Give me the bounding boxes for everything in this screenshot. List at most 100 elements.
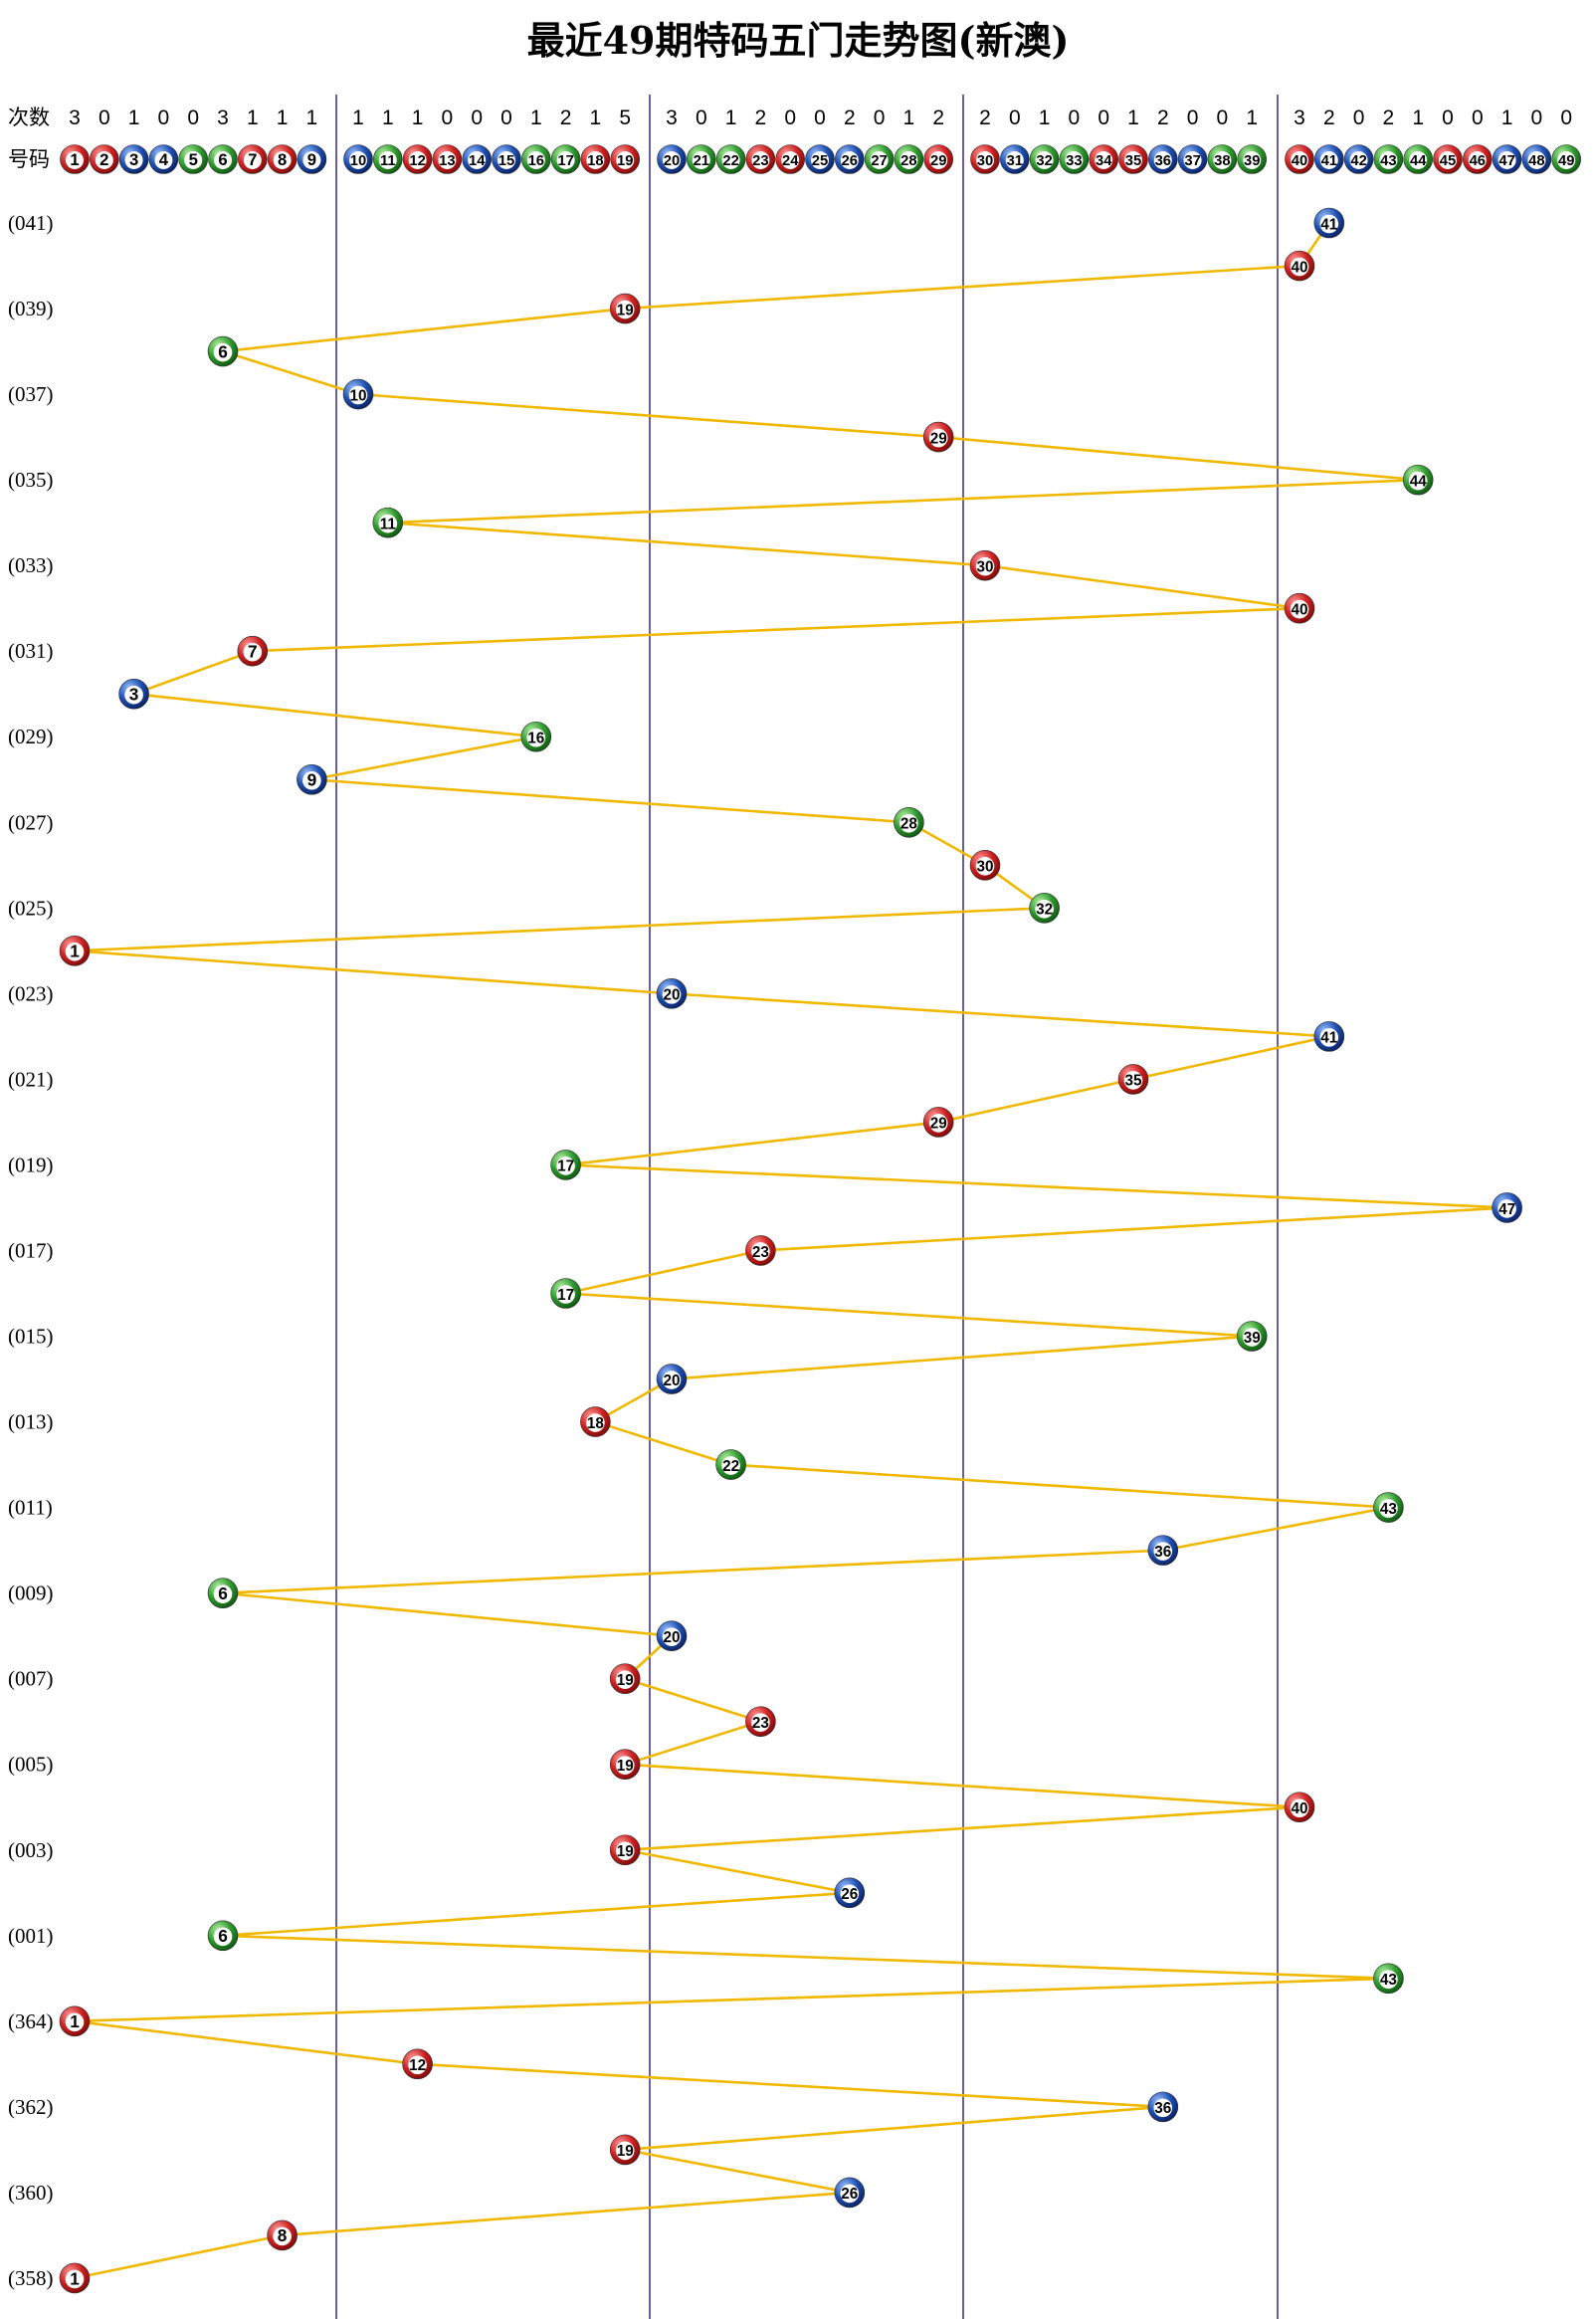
count-15: 0 <box>500 106 512 129</box>
svg-text:43: 43 <box>1380 1972 1397 1989</box>
draw-ball-365: 1 <box>59 2005 91 2037</box>
count-6: 3 <box>217 106 229 129</box>
issue-label: (041) <box>8 211 54 235</box>
svg-text:26: 26 <box>841 2186 858 2203</box>
svg-text:20: 20 <box>663 1372 680 1389</box>
header-ball-7: 7 <box>238 144 268 174</box>
header-ball-15: 15 <box>492 144 521 174</box>
draw-ball-038: 10 <box>342 378 374 410</box>
svg-text:1: 1 <box>70 150 79 169</box>
draw-ball-023: 41 <box>1313 1021 1345 1052</box>
svg-text:4: 4 <box>159 150 169 169</box>
svg-text:40: 40 <box>1291 259 1307 276</box>
issue-label: (001) <box>8 1924 54 1948</box>
trend-segment <box>565 1249 761 1295</box>
svg-text:43: 43 <box>1380 1501 1397 1518</box>
count-45: 0 <box>1442 106 1454 129</box>
issue-label: (035) <box>8 468 54 492</box>
count-44: 1 <box>1412 106 1424 129</box>
trend-segment <box>417 2062 1163 2109</box>
svg-text:33: 33 <box>1066 153 1082 169</box>
trend-segment <box>565 1163 1507 1209</box>
count-35: 1 <box>1127 106 1139 129</box>
trend-segment <box>624 1720 761 1766</box>
draw-ball-364: 12 <box>402 2048 433 2080</box>
count-26: 2 <box>844 106 856 129</box>
count-30: 2 <box>979 106 991 129</box>
svg-text:32: 32 <box>1036 902 1053 919</box>
trend-segment <box>222 1934 1389 1981</box>
draw-ball-004: 19 <box>609 1834 641 1866</box>
header-ball-48: 48 <box>1521 144 1552 174</box>
draw-ball-360: 8 <box>267 2219 298 2251</box>
count-21: 0 <box>696 106 707 129</box>
header-ball-14: 14 <box>462 144 493 174</box>
draw-ball-015: 20 <box>656 1364 688 1394</box>
svg-text:28: 28 <box>900 816 918 833</box>
trend-segment <box>624 1677 761 1723</box>
draw-ball-010: 6 <box>207 1578 239 1608</box>
trend-segment <box>671 1335 1253 1380</box>
svg-text:20: 20 <box>663 987 680 1004</box>
trend-segment <box>74 2019 418 2066</box>
count-46: 0 <box>1472 106 1484 129</box>
svg-text:17: 17 <box>557 153 573 169</box>
count-5: 0 <box>187 106 199 129</box>
svg-text:42: 42 <box>1350 153 1366 169</box>
svg-text:2: 2 <box>100 150 108 169</box>
draw-ball-018: 23 <box>745 1235 776 1266</box>
svg-text:12: 12 <box>409 153 425 169</box>
draw-ball-040: 19 <box>609 293 641 324</box>
draw-ball-011: 36 <box>1147 1535 1179 1566</box>
draw-ball-007: 23 <box>745 1706 776 1737</box>
header-ball-46: 46 <box>1463 144 1493 174</box>
count-4: 0 <box>158 106 170 129</box>
trend-segment <box>222 1591 673 1637</box>
svg-text:16: 16 <box>527 731 544 747</box>
draw-ball-021: 29 <box>922 1107 954 1138</box>
trend-segment <box>595 1420 731 1466</box>
svg-text:6: 6 <box>218 341 228 361</box>
svg-text:8: 8 <box>278 2225 288 2245</box>
draw-ball-013: 22 <box>715 1449 746 1480</box>
header-ball-9: 9 <box>297 144 327 174</box>
svg-text:17: 17 <box>557 1287 574 1304</box>
svg-text:12: 12 <box>409 2057 426 2074</box>
count-40: 3 <box>1294 106 1305 129</box>
svg-text:10: 10 <box>350 153 366 169</box>
svg-text:38: 38 <box>1214 153 1230 169</box>
svg-text:36: 36 <box>1154 1544 1171 1561</box>
trend-segment <box>311 777 909 824</box>
count-39: 1 <box>1246 106 1258 129</box>
svg-text:37: 37 <box>1184 153 1200 169</box>
draw-ball-035: 11 <box>372 507 404 538</box>
svg-text:30: 30 <box>976 558 993 575</box>
draw-ball-008: 19 <box>609 1663 641 1694</box>
svg-text:39: 39 <box>1244 153 1260 169</box>
issue-label: (037) <box>8 382 54 406</box>
trend-segment <box>74 949 673 995</box>
issue-label: (031) <box>8 639 54 663</box>
count-17: 2 <box>560 106 572 129</box>
svg-text:29: 29 <box>930 153 946 169</box>
trend-segment <box>938 435 1419 482</box>
count-42: 0 <box>1353 106 1365 129</box>
svg-text:1: 1 <box>70 2011 80 2031</box>
count-1: 3 <box>69 106 81 129</box>
draw-ball-003: 26 <box>834 1877 866 1909</box>
header-ball-40: 40 <box>1285 144 1314 174</box>
trend-segment <box>760 1206 1507 1252</box>
svg-text:19: 19 <box>617 1843 634 1860</box>
draw-ball-020: 17 <box>550 1150 581 1180</box>
trend-segment <box>387 478 1419 525</box>
trend-segment <box>625 2105 1163 2152</box>
header-ball-30: 30 <box>970 144 1000 174</box>
draw-ball-001: 43 <box>1373 1963 1404 1995</box>
svg-text:3: 3 <box>129 685 139 705</box>
draw-ball-359: 1 <box>59 2262 91 2294</box>
count-11: 1 <box>382 106 394 129</box>
count-27: 0 <box>874 106 886 129</box>
issue-label: (360) <box>8 2181 54 2205</box>
draw-ball-005: 40 <box>1284 1792 1315 1823</box>
